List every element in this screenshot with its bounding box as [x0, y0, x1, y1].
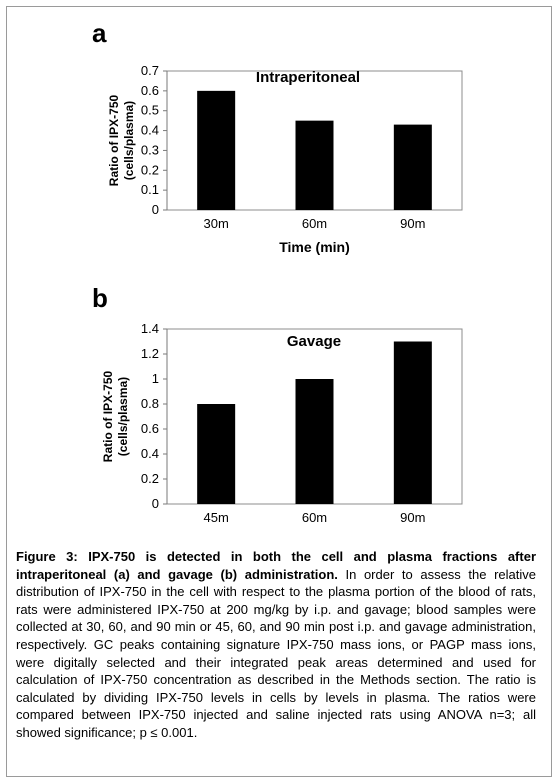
y-tick-label: 0.6 [141, 83, 159, 98]
y-axis-label-line2: (cells/plasma) [116, 377, 130, 456]
y-tick-label: 0.4 [141, 123, 159, 138]
y-tick-label: 0.8 [141, 396, 159, 411]
y-tick-label: 1.2 [141, 346, 159, 361]
y-tick-label: 0.6 [141, 421, 159, 436]
bar [295, 379, 334, 504]
bar [393, 341, 432, 504]
y-axis-label-line2: (cells/plasma) [122, 101, 136, 180]
x-tick-label: 60m [302, 510, 327, 525]
y-tick-label: 1.4 [141, 321, 159, 336]
panel-a-label: a [92, 18, 107, 48]
y-tick-label: 0.4 [141, 446, 159, 461]
chart-title: Gavage [287, 333, 341, 350]
x-tick-label: 90m [400, 216, 425, 231]
y-tick-label: 0.2 [141, 162, 159, 177]
y-tick-label: 0.1 [141, 182, 159, 197]
figure-caption: Figure 3: IPX-750 is detected in both th… [16, 548, 536, 742]
x-tick-label: 90m [400, 510, 425, 525]
caption-title: Figure 3: IPX-750 is detected in both th… [16, 549, 536, 582]
y-axis-label-line1: Ratio of IPX-750 [107, 95, 121, 187]
y-tick-label: 0.5 [141, 103, 159, 118]
caption-body: In order to assess the relative distribu… [16, 566, 536, 740]
panel-b-label: b [92, 283, 108, 313]
figure-frame [6, 6, 552, 777]
bar [197, 90, 236, 210]
y-tick-label: 0.2 [141, 471, 159, 486]
x-axis-label: Time (min) [279, 239, 350, 255]
x-tick-label: 60m [302, 216, 327, 231]
chart-a: 0 0.1 0.2 0.3 0.4 0.5 0.6 0.7 30m 60m 90m Intraperi… [107, 63, 463, 255]
bar [197, 404, 236, 504]
y-axis-label-line1: Ratio of IPX-750 [101, 371, 115, 463]
chart-title: Intraperitoneal [256, 69, 360, 86]
y-tick-label: 0 [152, 496, 159, 511]
x-tick-label: 30m [204, 216, 229, 231]
y-tick-label: 1 [152, 371, 159, 386]
y-tick-label: 0 [152, 202, 159, 217]
bar [295, 120, 334, 210]
bar [393, 124, 432, 210]
chart-b: 0 0.2 0.4 0.6 0.8 1 1.2 1.4 45m 60m 90m Gavage Ratio… [101, 321, 463, 525]
x-tick-label: 45m [204, 510, 229, 525]
y-tick-label: 0.7 [141, 63, 159, 78]
y-tick-label: 0.3 [141, 142, 159, 157]
